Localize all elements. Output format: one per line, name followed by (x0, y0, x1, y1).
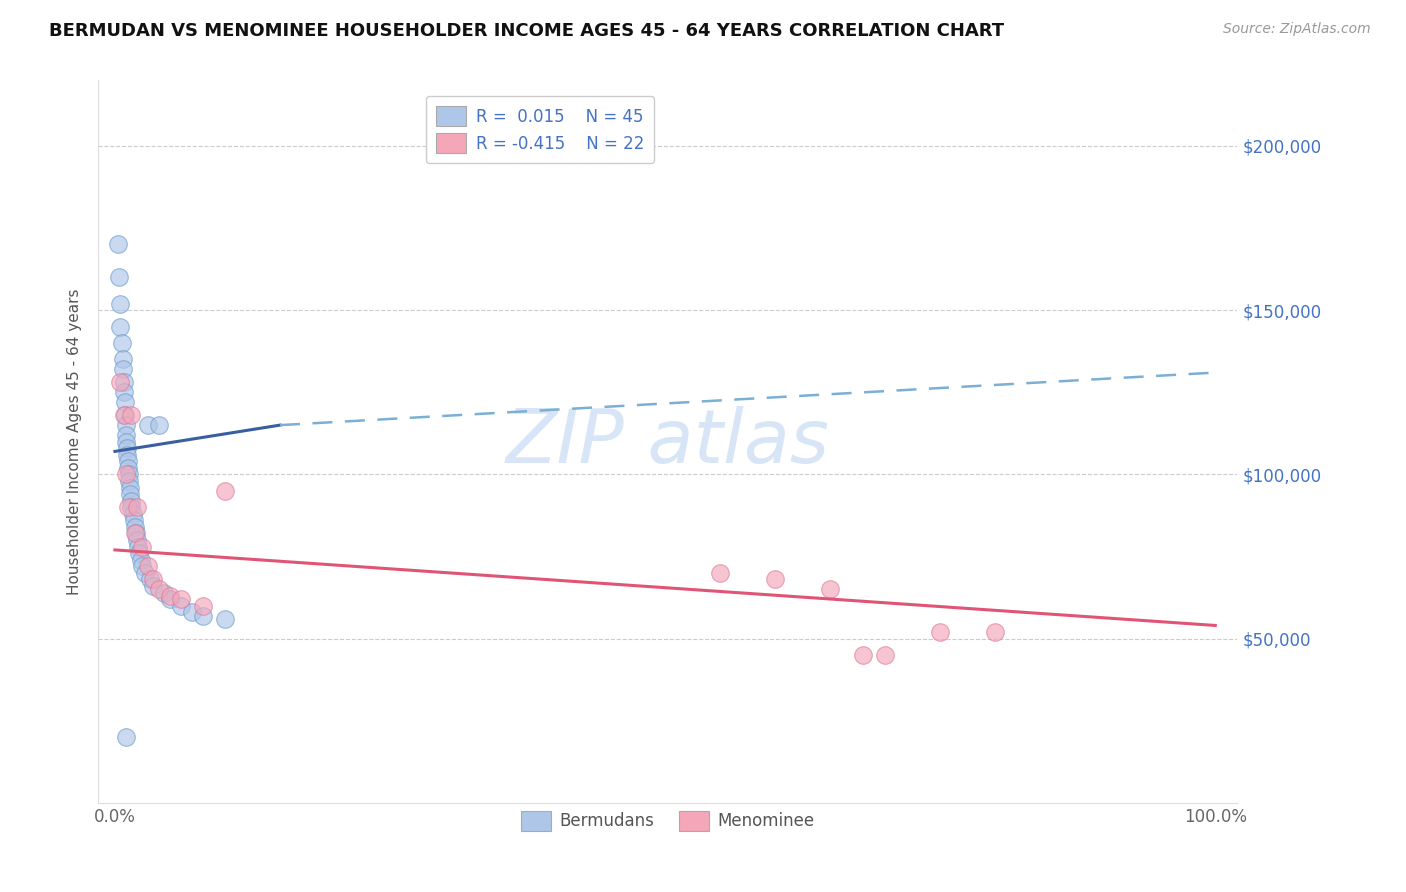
Point (181, 605, 204, 619)
Point (120, 493, 142, 508)
Point (818, 582, 841, 597)
Y-axis label: Householder Income Ages 45 - 64 years: Householder Income Ages 45 - 64 years (67, 288, 83, 595)
Point (120, 500, 142, 515)
Legend: Bermudans, Menominee: Bermudans, Menominee (515, 805, 821, 838)
Text: Source: ZipAtlas.com: Source: ZipAtlas.com (1223, 22, 1371, 37)
Point (142, 579, 165, 593)
Point (108, 270, 131, 285)
Point (110, 336, 132, 351)
Point (191, 599, 214, 613)
Point (984, 625, 1007, 640)
Point (128, 546, 150, 560)
Point (191, 608, 214, 623)
Point (131, 559, 153, 574)
Point (115, 441, 138, 455)
Point (125, 533, 148, 547)
Point (131, 553, 153, 567)
Point (112, 385, 135, 400)
Point (115, 418, 138, 433)
Point (127, 540, 149, 554)
Point (136, 559, 159, 574)
Point (763, 573, 786, 587)
Point (929, 625, 952, 640)
Point (125, 526, 148, 541)
Point (117, 500, 139, 515)
Point (118, 474, 141, 488)
Point (148, 418, 170, 433)
Point (142, 573, 165, 587)
Point (875, 648, 897, 662)
Point (107, 237, 129, 252)
Point (121, 507, 143, 521)
Point (159, 592, 181, 607)
Point (709, 566, 731, 580)
Point (852, 648, 875, 662)
Point (115, 467, 138, 482)
Text: ZIP atlas: ZIP atlas (506, 406, 830, 477)
Point (139, 573, 162, 587)
Point (170, 599, 193, 613)
Text: BERMUDAN VS MENOMINEE HOUSEHOLDER INCOME AGES 45 - 64 YEARS CORRELATION CHART: BERMUDAN VS MENOMINEE HOUSEHOLDER INCOME… (49, 22, 1004, 40)
Point (214, 612, 236, 626)
Point (110, 376, 132, 390)
Point (124, 520, 146, 534)
Point (114, 409, 136, 423)
Point (115, 428, 138, 442)
Point (153, 585, 176, 599)
Point (111, 352, 134, 367)
Point (115, 448, 138, 462)
Point (159, 589, 181, 603)
Point (117, 460, 139, 475)
Point (117, 454, 139, 468)
Point (115, 730, 138, 744)
Point (112, 409, 135, 423)
Point (111, 362, 134, 376)
Point (131, 540, 153, 554)
Point (118, 467, 141, 482)
Point (114, 395, 136, 409)
Point (136, 418, 159, 433)
Point (110, 319, 132, 334)
Point (134, 566, 156, 580)
Point (120, 409, 142, 423)
Point (214, 483, 236, 498)
Point (115, 434, 138, 449)
Point (120, 487, 142, 501)
Point (122, 513, 145, 527)
Point (125, 500, 148, 515)
Point (148, 582, 170, 597)
Point (170, 592, 193, 607)
Point (112, 376, 135, 390)
Point (120, 481, 142, 495)
Point (124, 526, 146, 541)
Point (110, 296, 132, 310)
